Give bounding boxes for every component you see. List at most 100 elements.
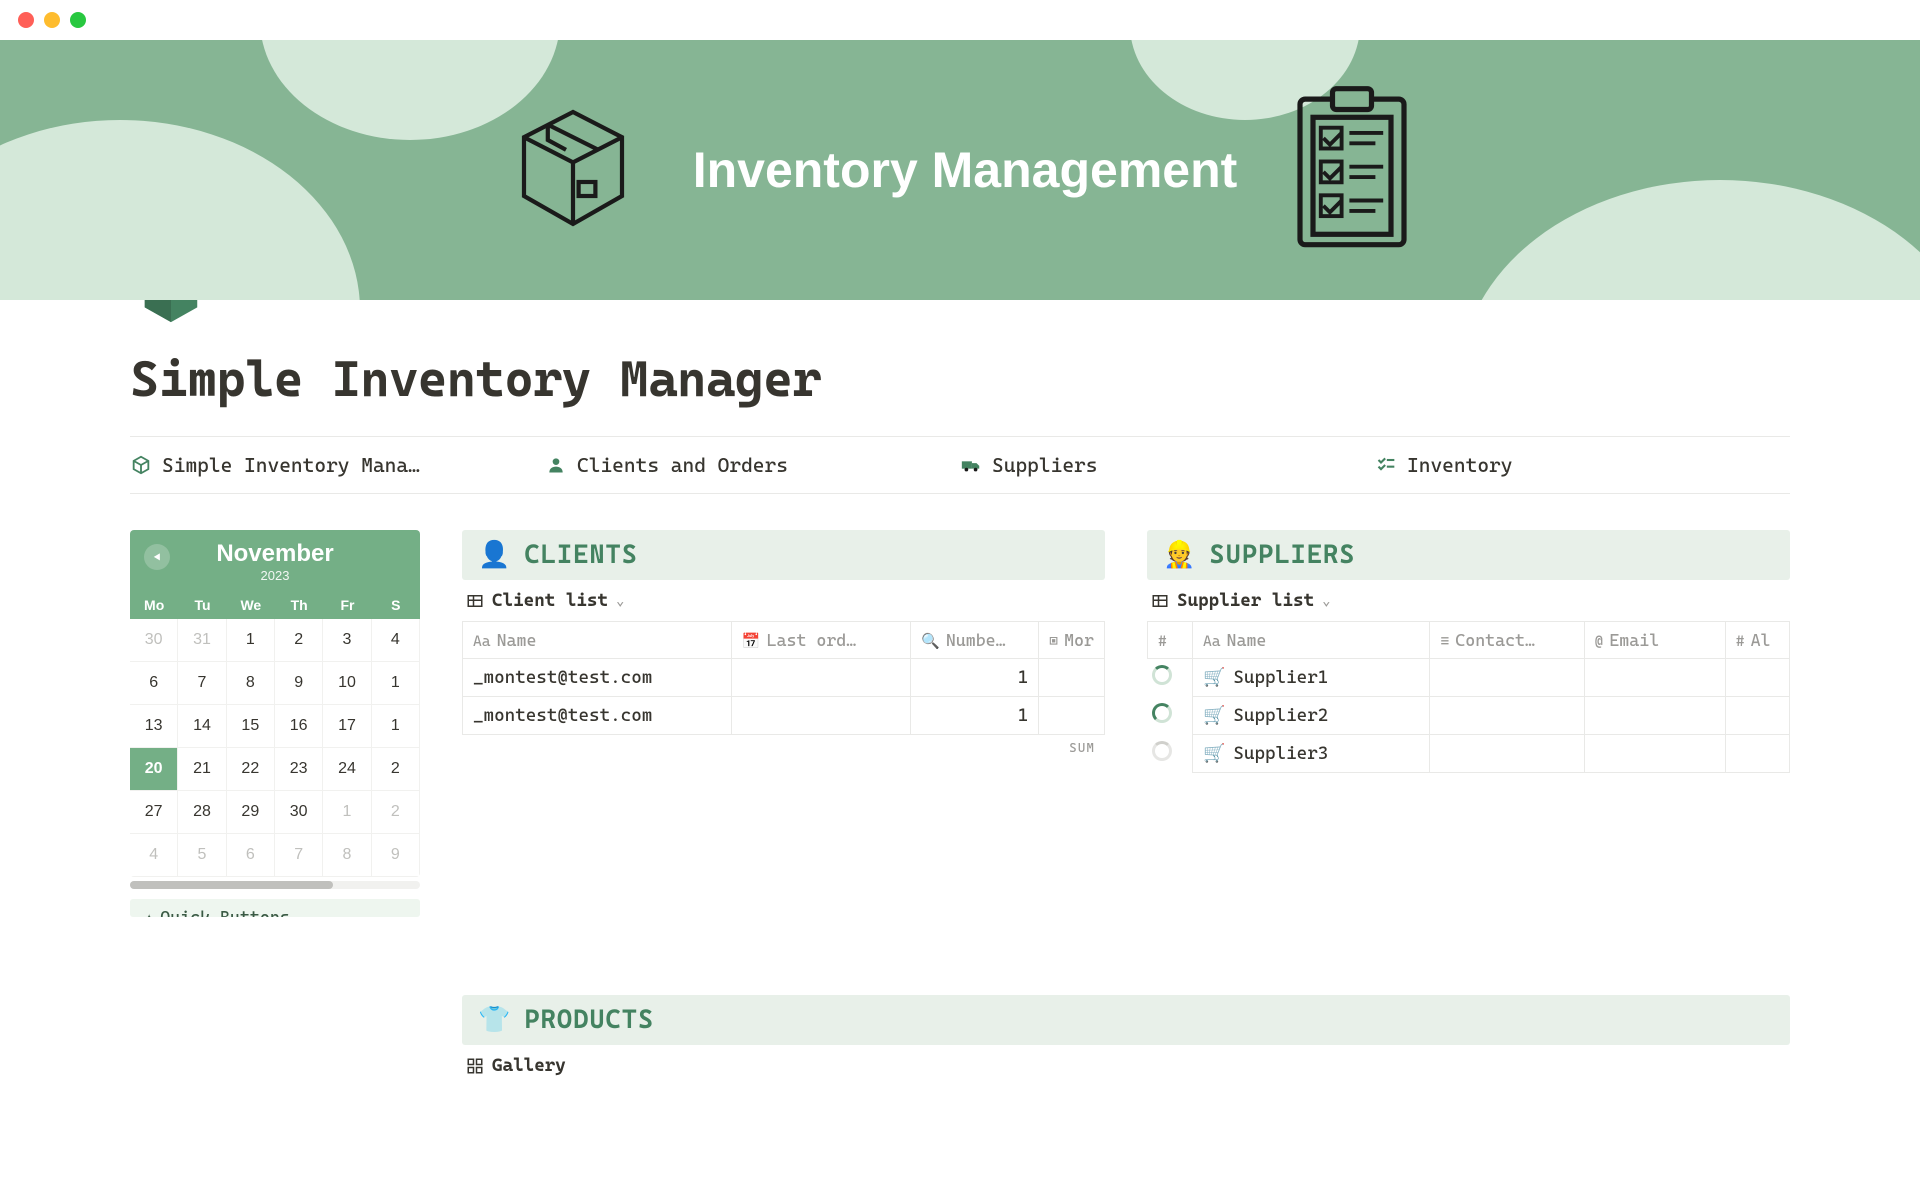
- calendar-day[interactable]: 27: [130, 791, 178, 834]
- suppliers-header: 👷 SUPPLIERS: [1147, 530, 1790, 580]
- calendar-day[interactable]: 2: [372, 791, 420, 834]
- clients-table: AaName 📅Last ord… 🔍Numbe… ▣Mor _montest@…: [462, 621, 1105, 735]
- calendar-day[interactable]: 14: [178, 705, 226, 748]
- chevron-down-icon: ⌄: [1322, 593, 1330, 609]
- nav-label: Inventory: [1407, 453, 1512, 477]
- calendar-day[interactable]: 30: [275, 791, 323, 834]
- calendar-day[interactable]: 8: [323, 834, 371, 877]
- calendar-day[interactable]: 1: [323, 791, 371, 834]
- suppliers-view-tab[interactable]: Supplier list ⌄: [1147, 580, 1335, 621]
- nav-label: Suppliers: [992, 453, 1097, 477]
- calendar-dow: Fr: [323, 591, 371, 619]
- close-window-button[interactable]: [18, 12, 34, 28]
- calendar-scrollbar[interactable]: [130, 881, 420, 889]
- nav-label: Simple Inventory Mana…: [162, 453, 420, 477]
- col-name[interactable]: AaName: [463, 622, 732, 659]
- sum-label: SUM: [462, 735, 1105, 756]
- calendar-day[interactable]: 28: [178, 791, 226, 834]
- table-row[interactable]: _montest@test.com1: [463, 659, 1105, 697]
- calendar-dow: Mo: [130, 591, 178, 619]
- minimize-window-button[interactable]: [44, 12, 60, 28]
- col-more[interactable]: ▣Mor: [1039, 622, 1105, 659]
- calendar-day[interactable]: 21: [178, 748, 226, 791]
- calendar-day[interactable]: 6: [130, 662, 178, 705]
- calendar-day[interactable]: 15: [227, 705, 275, 748]
- shirt-emoji-icon: 👕: [478, 1005, 510, 1035]
- table-icon: [1151, 592, 1169, 610]
- checklist-icon: [1375, 454, 1397, 476]
- calendar-day[interactable]: 4: [372, 619, 420, 662]
- col-number[interactable]: 🔍Numbe…: [911, 622, 1039, 659]
- calendar-day[interactable]: 5: [178, 834, 226, 877]
- calendar-day[interactable]: 3: [323, 619, 371, 662]
- calendar-day[interactable]: 24: [323, 748, 371, 791]
- calendar-day[interactable]: 9: [275, 662, 323, 705]
- quick-buttons-panel[interactable]: ✦Quick Buttons: [130, 899, 420, 917]
- nav-inventory[interactable]: Inventory: [1375, 453, 1790, 477]
- calendar-day[interactable]: 13: [130, 705, 178, 748]
- nav-inventory-manager[interactable]: Simple Inventory Mana…: [130, 453, 545, 477]
- loading-spinner-icon: [1152, 741, 1172, 761]
- calendar-prev-button[interactable]: ◀: [144, 544, 170, 570]
- col-al[interactable]: #Al: [1725, 622, 1789, 659]
- gallery-icon: [466, 1057, 484, 1075]
- products-view-tab[interactable]: Gallery: [462, 1045, 570, 1086]
- table-row[interactable]: 🛒Supplier2: [1148, 697, 1790, 735]
- clipboard-icon: [1287, 83, 1417, 257]
- calendar-widget[interactable]: ◀ November 2023 MoTuWeThFrS 303112346789…: [130, 530, 420, 877]
- maximize-window-button[interactable]: [70, 12, 86, 28]
- truck-icon: [960, 454, 982, 476]
- calendar-day[interactable]: 6: [227, 834, 275, 877]
- calendar-day[interactable]: 17: [323, 705, 371, 748]
- calendar-day[interactable]: 1: [372, 662, 420, 705]
- calendar-day[interactable]: 16: [275, 705, 323, 748]
- calendar-day[interactable]: 1: [372, 705, 420, 748]
- table-row[interactable]: _montest@test.com1: [463, 697, 1105, 735]
- calendar-day[interactable]: 20: [130, 748, 178, 791]
- view-label: Gallery: [492, 1055, 566, 1076]
- col-email[interactable]: @Email: [1584, 622, 1725, 659]
- calendar-dow: Tu: [178, 591, 226, 619]
- calendar-body: 3031123467891011314151617120212223242272…: [130, 619, 420, 877]
- calendar-day[interactable]: 10: [323, 662, 371, 705]
- products-title: PRODUCTS: [524, 1005, 654, 1035]
- titlebar: [0, 0, 1920, 40]
- calendar-dow-row: MoTuWeThFrS: [130, 591, 420, 619]
- calendar-day[interactable]: 7: [178, 662, 226, 705]
- calendar-day[interactable]: 29: [227, 791, 275, 834]
- calendar-day[interactable]: 1: [227, 619, 275, 662]
- col-name[interactable]: AaName: [1192, 622, 1430, 659]
- calendar-day[interactable]: 2: [372, 748, 420, 791]
- cart-icon: 🛒: [1203, 667, 1225, 688]
- nav-suppliers[interactable]: Suppliers: [960, 453, 1375, 477]
- table-row[interactable]: 🛒Supplier3: [1148, 735, 1790, 773]
- calendar-day[interactable]: 4: [130, 834, 178, 877]
- calendar-day[interactable]: 30: [130, 619, 178, 662]
- col-last-order[interactable]: 📅Last ord…: [731, 622, 910, 659]
- loading-spinner-icon: [1152, 665, 1172, 685]
- clients-view-tab[interactable]: Client list ⌄: [462, 580, 628, 621]
- table-icon: [466, 592, 484, 610]
- page-title: Simple Inventory Manager: [130, 350, 1790, 408]
- view-label: Client list: [492, 590, 608, 611]
- calendar-day[interactable]: 8: [227, 662, 275, 705]
- calendar-day[interactable]: 7: [275, 834, 323, 877]
- calendar-day[interactable]: 22: [227, 748, 275, 791]
- calendar-day[interactable]: 31: [178, 619, 226, 662]
- suppliers-title: SUPPLIERS: [1209, 540, 1355, 570]
- view-label: Supplier list: [1177, 590, 1314, 611]
- products-header: 👕 PRODUCTS: [462, 995, 1790, 1045]
- calendar-day[interactable]: 9: [372, 834, 420, 877]
- nav-clients-orders[interactable]: Clients and Orders: [545, 453, 960, 477]
- table-row[interactable]: 🛒Supplier1: [1148, 659, 1790, 697]
- chevron-down-icon: ⌄: [616, 593, 624, 609]
- col-contact[interactable]: ≡Contact…: [1430, 622, 1584, 659]
- calendar-dow: We: [227, 591, 275, 619]
- calendar-day[interactable]: 2: [275, 619, 323, 662]
- col-status[interactable]: #: [1148, 622, 1193, 659]
- hero-title: Inventory Management: [693, 141, 1238, 199]
- app-window: Inventory Management: [0, 0, 1920, 1116]
- calendar-day[interactable]: 23: [275, 748, 323, 791]
- calendar-month: November: [130, 540, 420, 568]
- nav-row: Simple Inventory Mana… Clients and Order…: [130, 436, 1790, 494]
